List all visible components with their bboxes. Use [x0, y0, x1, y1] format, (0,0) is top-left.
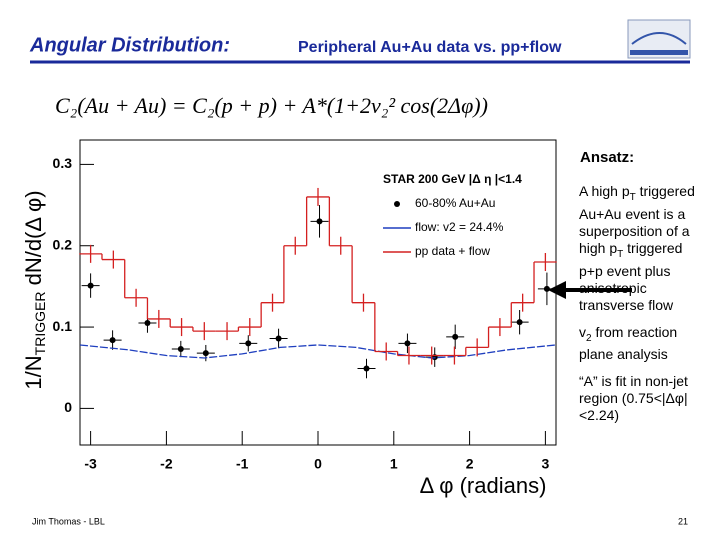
point: [245, 340, 252, 347]
x-tick-label: 3: [541, 456, 549, 472]
x-tick-label: 0: [314, 456, 322, 472]
point: [316, 218, 323, 225]
x-tick-label: 1: [390, 456, 398, 472]
logo: [627, 19, 691, 59]
point: [363, 365, 370, 372]
page-number: 21: [678, 516, 688, 526]
y-axis-label-part: 1/N: [21, 355, 46, 389]
point: [275, 335, 282, 342]
x-tick-label: -2: [160, 456, 173, 472]
note-text: A high p: [579, 183, 630, 199]
y-tick-label: 0: [64, 399, 72, 415]
title-rest: Peripheral Au+Au data vs. pp+flow: [298, 39, 562, 56]
note-text: v: [579, 323, 586, 340]
point: [109, 337, 116, 344]
note-text: “A” is fit in non-jet region (0.75<|Δφ|<…: [579, 373, 688, 424]
note-text: from reaction plane analysis: [579, 323, 678, 363]
y-axis-label: 1/NTRIGGER dN/d(Δ φ): [21, 190, 48, 389]
legend-title: STAR 200 GeV |Δ η |<1.4: [383, 172, 522, 186]
point: [202, 350, 209, 357]
y-tick-label: 0.2: [53, 236, 73, 252]
arrow: [548, 281, 632, 299]
note: A high pT triggered Au+Au event is a sup…: [579, 183, 707, 314]
point: [177, 346, 184, 353]
flow-line: [79, 344, 557, 359]
footer: Jim Thomas - LBL: [32, 516, 105, 526]
y-axis-label-part: TRIGGER: [32, 292, 48, 356]
point: [144, 320, 151, 326]
x-tick-label: -1: [236, 456, 249, 472]
note-text: triggered Au+Au event is a superposition…: [579, 183, 695, 256]
point: [543, 285, 550, 292]
y-axis-label-part: dN/d(Δ φ): [21, 190, 46, 291]
x-tick-label: -3: [84, 456, 97, 472]
subscript: T: [629, 191, 636, 203]
subscript: 2: [586, 332, 592, 344]
point: [452, 333, 459, 340]
note: “A” is fit in non-jet region (0.75<|Δφ|<…: [579, 373, 707, 424]
y-tick-label: 0.3: [53, 155, 73, 171]
point: [87, 282, 94, 289]
point: [404, 340, 411, 347]
x-axis-label: Δ φ (radians): [420, 473, 547, 498]
formula: C₂(Au + Au) = C₂(p + p) + A*(1+2v₂² cos(…: [55, 93, 488, 118]
subscript: T: [617, 248, 624, 260]
notes: A high pT triggered Au+Au event is a sup…: [579, 183, 707, 434]
legend-label: pp data + flow: [415, 244, 490, 258]
legend-label: flow: v2 = 24.4%: [415, 220, 504, 234]
x-tick-label: 2: [466, 456, 474, 472]
note: v2 from reaction plane analysis: [579, 324, 707, 364]
legend-label: 60-80% Au+Au: [415, 196, 495, 210]
legend-symbol: [394, 201, 400, 207]
ansatz-heading: Ansatz:: [580, 149, 634, 166]
point: [516, 319, 523, 326]
title-bold: Angular Distribution:: [29, 34, 230, 56]
note-text: triggered p+p event plus anisotropic tra…: [579, 239, 683, 313]
y-tick-label: 0.1: [53, 318, 73, 334]
